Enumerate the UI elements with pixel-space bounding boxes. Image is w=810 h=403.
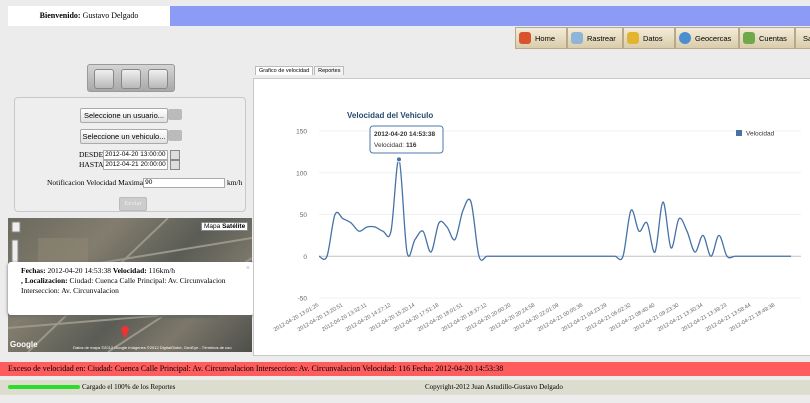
footer: Cargado el 100% de los Reportes Copyrigh… xyxy=(0,380,810,395)
calendar-button[interactable] xyxy=(170,150,180,160)
tab[interactable]: Grafico de velocidad xyxy=(255,66,313,75)
legend-swatch xyxy=(736,130,742,136)
popup-close[interactable]: × xyxy=(246,263,250,273)
map-credits: Datos de mapa ©2012 Google Imágenes ©201… xyxy=(73,345,232,350)
welcome: Bienvenido: Gustavo Delgado xyxy=(8,6,170,26)
popup-label: Fechas: xyxy=(21,266,46,275)
progress-text: Cargado el 100% de los Reportes xyxy=(82,380,175,395)
nav-item[interactable]: Geocercas xyxy=(675,27,739,49)
header-bar xyxy=(170,6,810,26)
nav-menu: Home Rastrear Datos Geocercas Cuentas Sa xyxy=(515,27,810,49)
tooltip-label: Velocidad: xyxy=(374,142,404,149)
y-tick-label: 50 xyxy=(300,212,308,219)
vehicle-select[interactable]: Seleccione un vehiculo... xyxy=(80,129,168,144)
map-button[interactable]: Mapa xyxy=(204,223,220,230)
nav-label: Sa xyxy=(803,34,810,43)
icon-button[interactable] xyxy=(148,69,168,89)
nav-label: Geocercas xyxy=(695,34,731,43)
map-popup: Fechas: 2012-04-20 14:53:38 Velocidad: 1… xyxy=(8,262,254,315)
icon-button[interactable] xyxy=(94,69,114,89)
progress-bar xyxy=(8,385,80,389)
nav-label: Cuentas xyxy=(759,34,787,43)
search-form: Seleccione un usuario... Seleccione un v… xyxy=(14,97,246,212)
icon-button[interactable] xyxy=(121,69,141,89)
popup-speed: 116km/h xyxy=(149,266,175,275)
nav-item[interactable]: Datos xyxy=(623,27,675,49)
chart-panel: Velocidad del Vehiculo -50 0 50 100 150 2012-… xyxy=(253,78,810,356)
nav-item[interactable]: Rastrear xyxy=(567,27,623,49)
map-type[interactable]: Mapa Satélite xyxy=(201,222,248,231)
y-tick-label: 0 xyxy=(303,254,307,261)
user-select[interactable]: Seleccione un usuario... xyxy=(80,108,168,123)
nav-label: Rastrear xyxy=(587,34,616,43)
hasta-label: HASTA xyxy=(79,160,103,169)
popup-date: 2012-04-20 14:53:38 xyxy=(47,266,111,275)
tooltip-value: 116 xyxy=(406,142,417,149)
chart: Velocidad del Vehiculo -50 0 50 100 150 2012-… xyxy=(254,79,810,355)
x-tick-label: 2012-04-21 18:49:38 xyxy=(729,303,776,334)
notif-input[interactable]: 90 xyxy=(143,178,225,188)
satellite-button[interactable]: Satélite xyxy=(222,223,245,230)
desde-label: DESDE xyxy=(79,150,103,159)
calendar-button[interactable] xyxy=(170,160,180,170)
y-tick-label: -50 xyxy=(298,296,308,303)
alert-bar: Exceso de velocidad en: Ciudad: Cuenca C… xyxy=(0,362,810,376)
nav-item[interactable]: Sa xyxy=(795,27,810,49)
legend-label: Velocidad xyxy=(746,131,775,138)
line-series xyxy=(319,159,791,260)
nav-label: Datos xyxy=(643,34,663,43)
hasta-input[interactable]: 2012-04-21 20:00:00 xyxy=(103,160,167,170)
tooltip-title: 2012-04-20 14:53:38 xyxy=(374,131,435,138)
chart-title: Velocidad del Vehiculo xyxy=(347,111,433,120)
popup-label: , Localizacion: xyxy=(21,276,68,285)
google-logo: Google xyxy=(10,340,38,349)
tab[interactable]: Reportes xyxy=(314,66,344,75)
user-name: Gustavo Delgado xyxy=(83,11,139,20)
notif-unit: km/h xyxy=(227,178,242,187)
copyright: Copyright-2012 Juan Astudillo-Gustavo De… xyxy=(425,380,563,395)
y-tick-label: 100 xyxy=(296,170,307,177)
tabs: Grafico de velocidad Reportes xyxy=(255,66,345,75)
icon-bar xyxy=(87,64,175,92)
popup-label: Velocidad: xyxy=(113,266,147,275)
submit-button[interactable]: Enviar xyxy=(119,197,147,211)
page: Bienvenido: Gustavo Delgado Home Rastrea… xyxy=(0,0,810,403)
select-button[interactable] xyxy=(168,109,182,120)
notif-label: Notificacion Velocidad Maxima xyxy=(47,178,143,187)
desde-input[interactable]: 2012-04-20 13:00:00 xyxy=(103,150,167,160)
tooltip-body: Velocidad:116 xyxy=(374,142,417,149)
nav-item[interactable]: Home xyxy=(515,27,567,49)
nav-item[interactable]: Cuentas xyxy=(739,27,795,49)
highlight-point xyxy=(397,157,402,162)
nav-label: Home xyxy=(535,34,555,43)
welcome-label: Bienvenido: xyxy=(40,11,81,20)
y-tick-label: 150 xyxy=(296,129,307,136)
select-button[interactable] xyxy=(168,130,182,141)
